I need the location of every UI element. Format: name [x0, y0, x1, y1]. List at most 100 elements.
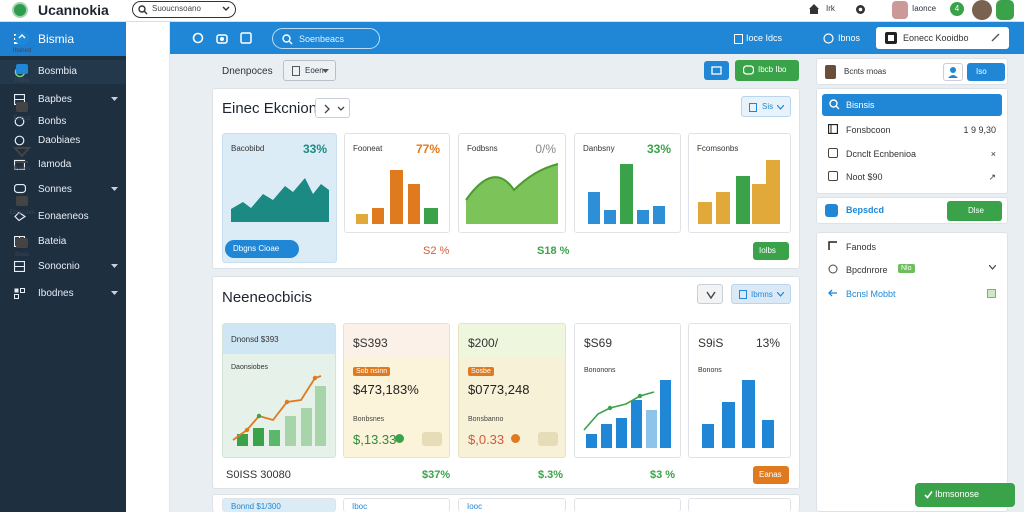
kpi-card[interactable]: Bonnd $1/300 — [222, 498, 336, 512]
analytics-title: Neeneocbicis — [222, 289, 313, 306]
user-panel-button[interactable]: Iso — [967, 63, 1005, 81]
user-panel-button-label: Iso — [976, 67, 987, 76]
sidebar-item[interactable]: Iamoda — [0, 153, 126, 177]
top-link[interactable]: Irk — [826, 4, 835, 13]
period-dropdown[interactable] — [315, 98, 350, 118]
bar-chart — [698, 160, 780, 224]
sidebar-item-label: Iamoda — [38, 159, 72, 170]
top-user-name[interactable]: Iaonce — [912, 4, 937, 13]
metric-card[interactable]: Fooneat 77% — [344, 133, 450, 233]
status-dot — [511, 434, 520, 443]
kpi-card[interactable]: $S393 Sob nsinn $473,183% Bonbsnes $,13.… — [343, 323, 450, 458]
primary-action-button[interactable]: Ibcb Ibo — [735, 60, 799, 81]
kpi-card[interactable]: S9iS 13% Bonons — [688, 323, 791, 458]
card-percent: 33% — [646, 142, 671, 156]
export-button[interactable] — [704, 61, 729, 80]
filter-select[interactable]: Eoen — [283, 60, 336, 81]
checkbox-icon[interactable] — [828, 148, 838, 158]
secondary-nav-item[interactable]: Boes — [0, 236, 44, 258]
bar — [766, 160, 780, 224]
kpi-card[interactable] — [574, 498, 681, 512]
secondary-nav-item[interactable]: Eabcd — [0, 100, 44, 122]
activity-item[interactable]: Bpcdnrore Nlo — [816, 259, 1008, 281]
camera-icon[interactable] — [216, 32, 228, 44]
metric-card[interactable]: Fcomsonbs — [688, 133, 791, 233]
sidebar-title: Bismia — [38, 32, 75, 46]
quick-menu-item[interactable]: Dcnclt Ecnbenioa × — [816, 143, 1008, 165]
bar — [698, 202, 712, 224]
profile-avatar[interactable] — [972, 0, 992, 20]
bar — [601, 424, 612, 448]
person-icon[interactable] — [943, 63, 963, 81]
card-label: Dnonsd $393 — [231, 335, 279, 344]
kpi-card[interactable]: Iooc — [458, 498, 566, 512]
card-label: Bonnd $1/300 — [231, 502, 281, 511]
bar — [269, 430, 280, 446]
quick-menu-item[interactable]: Fonsbcoon 1 9 9,30 — [816, 119, 1008, 141]
avatar[interactable] — [892, 1, 908, 19]
bar-chart — [588, 164, 665, 224]
deposit-label: Bepsdcd — [846, 205, 885, 215]
analytics-footer-button[interactable]: Eanas — [753, 466, 789, 484]
filter-toggle-button[interactable] — [697, 284, 723, 304]
quick-menu-item[interactable]: Noot $90 ↗ — [816, 166, 1008, 188]
toolbar-link-docs[interactable]: Ioce Idcs — [746, 33, 783, 43]
card-label: $S69 — [584, 336, 613, 350]
activity-item[interactable]: Fanods — [816, 236, 1008, 258]
activity-item[interactable]: Bcnsl Mobbt — [816, 283, 1008, 305]
secondary-nav-item[interactable]: Eborcoes — [0, 194, 44, 216]
card-action-button[interactable]: Dbgns Cioae — [225, 240, 299, 258]
secondary-nav-item[interactable]: Iboned — [0, 30, 44, 54]
analytics-filter-button[interactable]: Ibmns — [731, 284, 791, 304]
card-chip[interactable] — [538, 432, 558, 446]
external-link-icon[interactable]: ↗ — [988, 172, 996, 182]
toolbar-link-history[interactable]: Ibnos — [838, 33, 861, 43]
sidebar-item[interactable]: Sonocnio — [0, 255, 126, 279]
apps-button[interactable] — [996, 0, 1014, 20]
overview-filter-button[interactable]: Sis — [741, 96, 791, 117]
metric-card[interactable]: Fodbsns 0/% — [458, 133, 566, 233]
kpi-card[interactable]: $S69 Bononons — [574, 323, 681, 458]
toolbar-account-box[interactable]: Eonecc Kooidbo — [876, 27, 1009, 49]
card-bottom-value: $,13.33 — [353, 432, 397, 447]
sidebar-item[interactable]: Ibodnes — [0, 282, 126, 306]
secondary-nav-item[interactable]: Inobs — [0, 62, 44, 84]
notification-badge[interactable]: 4 — [950, 2, 964, 16]
overview-footer-button[interactable]: Iolbs — [753, 242, 789, 260]
kpi-card[interactable]: $200/ Sosbe $0773,248 Bonsbanno $,0.33 — [458, 323, 566, 458]
bar — [253, 428, 264, 446]
document-icon[interactable] — [987, 289, 996, 298]
top-search-input[interactable]: Suoucnsoano — [132, 1, 236, 18]
checkbox-icon[interactable] — [828, 171, 838, 181]
home-icon[interactable] — [808, 3, 820, 15]
chevron-down-icon — [322, 69, 329, 74]
metric-card[interactable]: Danbsny 33% — [574, 133, 681, 233]
kpi-card[interactable] — [688, 498, 791, 512]
secondary-nav-item[interactable]: Bueos — [0, 146, 44, 172]
gear-icon[interactable] — [854, 3, 867, 16]
avatar[interactable] — [825, 65, 836, 79]
kpi-card[interactable]: Iboc — [343, 498, 450, 512]
kpi-card[interactable]: Dnonsd $393 Daonsiobes — [222, 323, 336, 458]
sidebar-item[interactable]: Eonaeneos — [0, 205, 126, 229]
card-tag: Daonsiobes — [231, 364, 268, 371]
activity-panel — [816, 232, 1008, 512]
metric-card[interactable]: Bacobibd 33% Dbgns Cioae — [222, 133, 337, 263]
bar — [356, 214, 368, 224]
edit-icon[interactable] — [991, 33, 1000, 42]
chevron-down-icon[interactable] — [989, 265, 996, 270]
toolbar-search-input[interactable]: Soenbeacs — [272, 28, 380, 49]
bar — [631, 400, 642, 448]
layers-icon — [0, 194, 44, 208]
floating-action-button[interactable]: Ibmsonose — [915, 483, 1015, 507]
card-chip[interactable] — [422, 432, 442, 446]
sidebar-item[interactable]: Sonnes — [0, 178, 126, 202]
tablet-icon[interactable] — [240, 32, 252, 44]
quick-menu-item-active[interactable]: Bisnsis — [822, 94, 1002, 116]
sidebar-item[interactable]: Bonbs — [0, 110, 126, 134]
deposit-button[interactable]: Dlse — [947, 201, 1002, 221]
sidebar-item[interactable]: Daobiaes — [0, 129, 126, 153]
refresh-icon[interactable] — [192, 32, 204, 44]
close-icon[interactable]: × — [990, 149, 996, 159]
bar-chart — [702, 380, 774, 448]
